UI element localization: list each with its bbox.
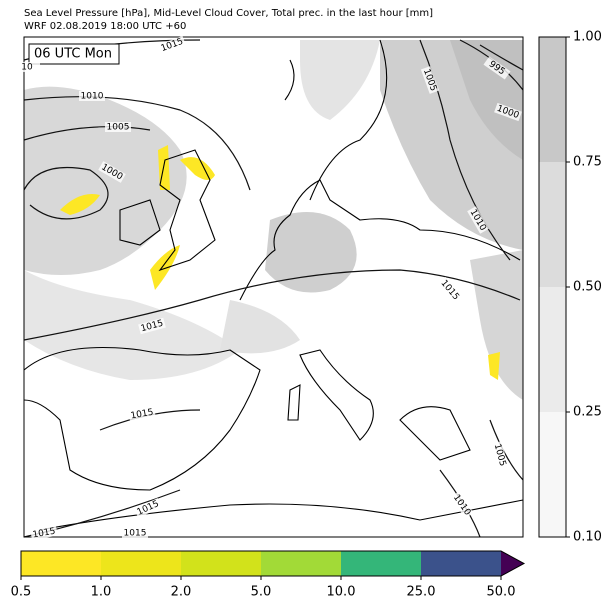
contour-label-bg	[450, 491, 474, 519]
coastlines	[23, 39, 524, 531]
contour-label: 1015	[130, 408, 154, 422]
contour-label-bg	[420, 66, 440, 94]
cloud-colorbar-segment	[539, 287, 566, 412]
contour-label-bg	[134, 497, 162, 519]
time-label-box	[28, 43, 120, 65]
precip-colorbar-label: 50.0	[487, 585, 516, 600]
map: 06 UTC Mon	[23, 36, 524, 538]
precip-colorbar-segment	[341, 551, 421, 576]
cloud-colorbar-segment	[539, 412, 566, 537]
contour-label: 1005	[107, 123, 130, 133]
precip-colorbar-label: 1.0	[91, 585, 112, 600]
contour-label-bg	[79, 91, 105, 101]
precip-colorbar-label: 0.5	[11, 585, 32, 600]
contour-label: 1010	[81, 92, 104, 102]
contour-label-bg	[128, 406, 156, 422]
contour-label: 10	[21, 63, 33, 73]
contour-label-bg	[122, 528, 148, 538]
cloud-colorbar-label: 0.10	[573, 530, 602, 545]
precip-colorbar-segment	[21, 551, 101, 576]
contour-label-bg	[158, 35, 186, 55]
cloud-colorbar-label: 1.00	[573, 30, 602, 45]
precip-colorbar-segment	[101, 551, 181, 576]
cloud-areas	[24, 40, 523, 400]
precip-colorbar-frame	[20, 550, 526, 577]
contour-label-bg	[14, 62, 40, 72]
contour-label-bg	[437, 276, 463, 304]
precip-colorbar-label: 2.0	[171, 585, 192, 600]
cloud-colorbar-segment	[539, 37, 566, 162]
contour-label: 1015	[124, 529, 147, 539]
contour-label: 1015	[32, 527, 56, 541]
time-label: 06 UTC Mon	[34, 47, 112, 62]
cloud-colorbar-label: 0.75	[573, 155, 602, 170]
contour-label-bg	[98, 161, 126, 183]
contour-label-bg	[494, 102, 522, 122]
map-frame	[23, 36, 524, 538]
contour-label-bg	[483, 56, 511, 80]
contour-label-bg	[138, 317, 166, 335]
cloud-colorbar-segment	[539, 162, 566, 287]
title: Sea Level Pressure [hPa], Mid-Level Clou…	[24, 8, 433, 19]
subtitle: WRF 02.08.2019 18:00 UTC +60	[24, 21, 186, 32]
contour-label-bg	[491, 441, 509, 469]
precip-colorbar-segment	[261, 551, 341, 576]
precip-colorbar-label: 10.0	[327, 585, 356, 600]
precip-colorbar-segment	[421, 551, 501, 576]
precip-colorbar-label: 25.0	[407, 585, 436, 600]
cloud-colorbar-label: 0.50	[573, 280, 602, 295]
cloud-colorbar-label: 0.25	[573, 405, 602, 420]
precip-colorbar-segment	[181, 551, 261, 576]
contour-label-bg	[105, 122, 131, 132]
precip-colorbar-label: 5.0	[251, 585, 272, 600]
precip-colorbar-extend	[501, 551, 524, 576]
contour-label-bg	[467, 206, 489, 234]
contour-label-bg	[30, 525, 58, 541]
